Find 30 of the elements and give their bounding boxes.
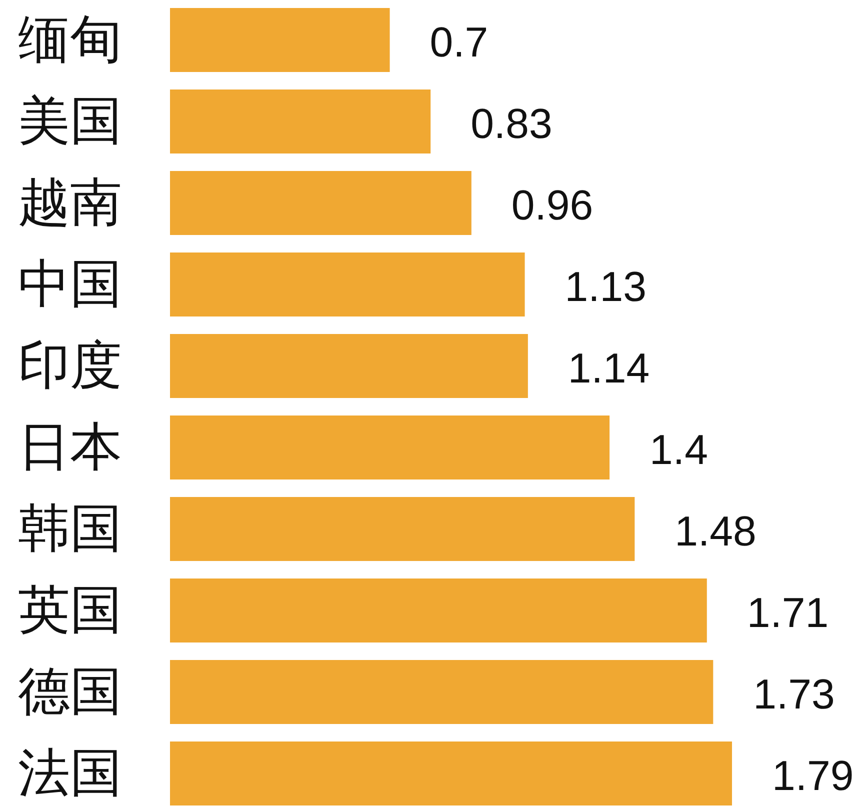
data-label: 1.71 [746, 589, 829, 636]
data-label: 1.79 [772, 752, 854, 799]
y-tick-label: 日本 [18, 418, 122, 478]
data-label: 1.73 [753, 670, 835, 718]
bar [170, 497, 635, 561]
data-label: 0.7 [430, 18, 488, 66]
bar [170, 660, 714, 724]
bar [170, 90, 431, 154]
y-tick-label: 越南 [18, 173, 122, 233]
data-label: 1.4 [650, 426, 708, 473]
y-tick-label: 韩国 [18, 499, 122, 559]
bar [170, 8, 390, 72]
data-label: 0.96 [511, 182, 594, 228]
y-tick-label: 印度 [18, 336, 122, 396]
bar [170, 578, 707, 642]
bar [170, 252, 525, 316]
y-tick-label: 缅甸 [18, 10, 122, 70]
data-label: 1.13 [564, 263, 647, 310]
y-tick-label: 法国 [18, 744, 122, 804]
data-label: 1.14 [568, 344, 650, 392]
bar [170, 742, 732, 806]
y-tick-label: 德国 [18, 662, 122, 722]
bar [170, 334, 528, 398]
y-tick-label: 中国 [18, 254, 122, 314]
bar [170, 171, 472, 235]
y-tick-label: 英国 [18, 580, 122, 640]
data-label: 1.48 [674, 508, 756, 554]
y-tick-label: 美国 [18, 92, 122, 152]
data-label: 0.83 [470, 100, 552, 147]
bar [170, 416, 610, 480]
